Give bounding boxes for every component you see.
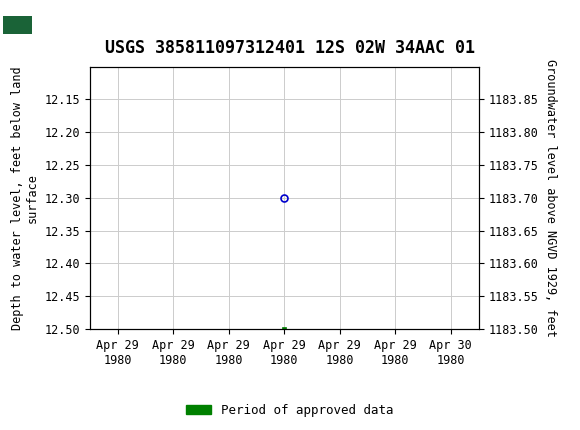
Legend: Period of approved data: Period of approved data [181,399,399,421]
Text: USGS: USGS [67,9,122,27]
Y-axis label: Depth to water level, feet below land
surface: Depth to water level, feet below land su… [11,66,39,330]
Text: USGS 385811097312401 12S 02W 34AAC 01: USGS 385811097312401 12S 02W 34AAC 01 [105,39,475,57]
Polygon shape [3,16,32,34]
Y-axis label: Groundwater level above NGVD 1929, feet: Groundwater level above NGVD 1929, feet [543,59,557,337]
Bar [3,3,61,34]
